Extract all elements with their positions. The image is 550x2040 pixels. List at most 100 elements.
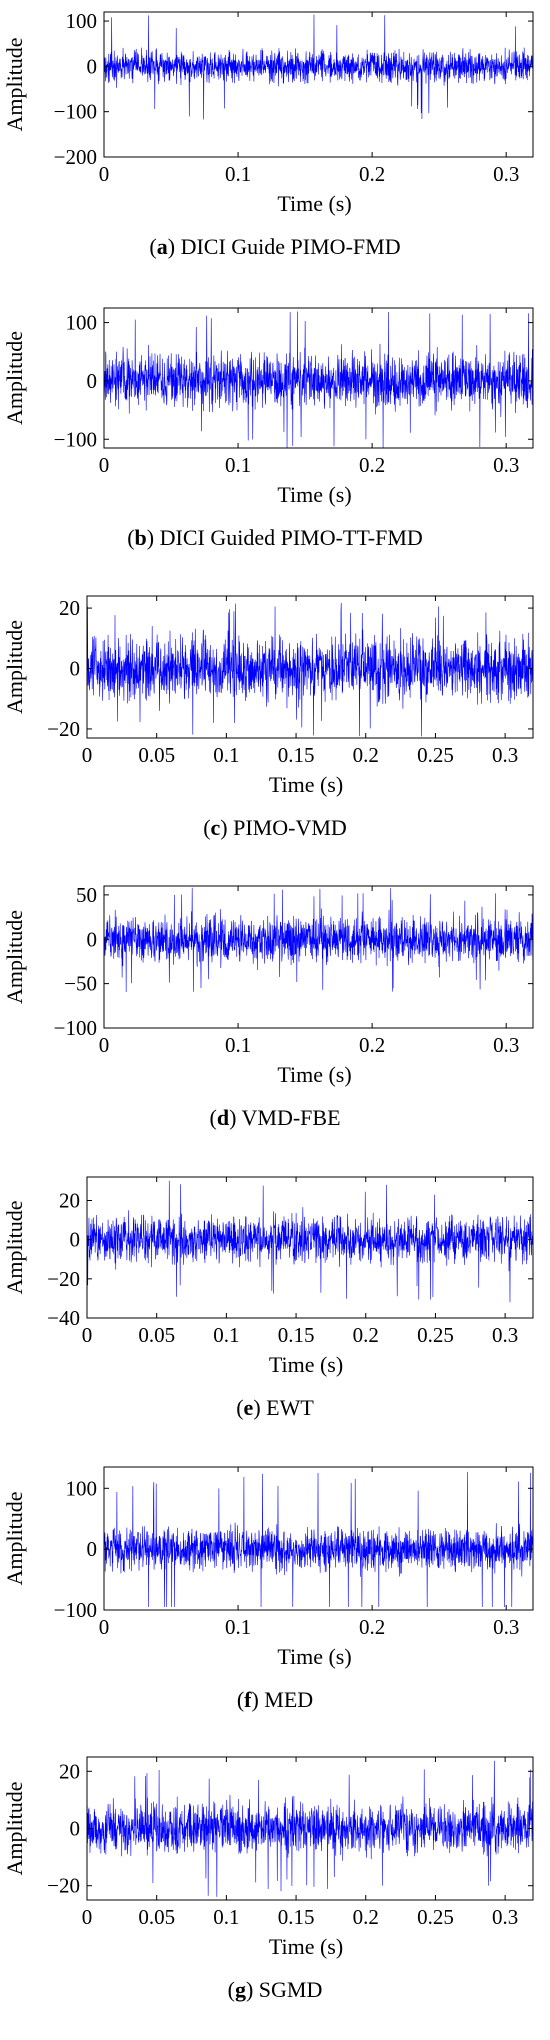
subplot-e: 0 0.05 0.1 0.15 0.2 0.25 0.3 20 0 −20 −40 Time (s) A… (2, 1176, 534, 1420)
plot-frame (103, 11, 534, 158)
subplot-caption: (d) VMD-FBE (209, 1105, 340, 1130)
x-tick-label: 0.1 (213, 1323, 239, 1347)
x-tick-label: 0.15 (278, 743, 315, 767)
y-tick-label: 20 (59, 1759, 80, 1783)
x-tick-label: 0.3 (493, 1033, 519, 1057)
y-tick-label: 0 (87, 369, 98, 393)
x-tick-label: 0.2 (359, 453, 385, 477)
x-tick-label: 0.2 (353, 743, 379, 767)
x-tick-label: 0 (99, 1033, 110, 1057)
subplot-caption: (g) SGMD (228, 1977, 323, 2002)
y-tick-label: −20 (47, 1267, 80, 1291)
y-axis-label: Amplitude (2, 1200, 27, 1294)
y-tick-label: −20 (47, 717, 80, 741)
x-tick-label: 0.2 (359, 1615, 385, 1639)
x-tick-label: 0.3 (492, 1323, 518, 1347)
subplot-caption: (e) EWT (236, 1395, 314, 1420)
y-tick-label: 0 (70, 1817, 81, 1841)
x-tick-label: 0.05 (138, 1323, 175, 1347)
y-tick-label: −200 (54, 145, 97, 169)
y-tick-label: −100 (54, 100, 97, 124)
y-tick-label: 0 (70, 657, 81, 681)
x-tick-label: 0.3 (493, 453, 519, 477)
y-tick-label: −100 (54, 1016, 97, 1040)
y-tick-label: 50 (76, 883, 97, 907)
signal-series (104, 1471, 533, 1607)
subplot-a: 0 0.1 0.2 0.3 100 0 −100 −200 Time (s) Amplitude (… (2, 9, 534, 259)
y-tick-label: −20 (47, 1874, 80, 1898)
x-axis-label: Time (s) (269, 1934, 343, 1959)
y-tick-label: −100 (54, 427, 97, 451)
x-tick-label: 0.25 (417, 743, 454, 767)
x-tick-label: 0 (82, 1905, 93, 1929)
y-tick-label: 100 (66, 9, 98, 33)
x-tick-label: 0.15 (278, 1323, 315, 1347)
x-tick-label: 0.2 (353, 1905, 379, 1929)
plot-frame (86, 595, 534, 739)
y-tick-label: 0 (87, 1537, 98, 1561)
x-tick-label: 0.05 (138, 743, 175, 767)
x-tick-label: 0 (82, 1323, 93, 1347)
x-tick-label: 0.05 (138, 1905, 175, 1929)
subplot-caption: (a) DICI Guide PIMO-FMD (149, 234, 400, 259)
x-tick-label: 0 (99, 162, 110, 186)
x-tick-label: 0.25 (417, 1323, 454, 1347)
signal-series (104, 887, 533, 992)
y-axis-label: Amplitude (2, 1781, 27, 1875)
x-tick-label: 0.3 (493, 162, 519, 186)
y-tick-label: 100 (66, 311, 98, 335)
signal-series (104, 311, 533, 448)
plot-frame (103, 307, 534, 449)
plot-frame (86, 1176, 534, 1319)
plot-frame (103, 885, 534, 1029)
x-axis-label: Time (s) (277, 482, 351, 507)
x-tick-label: 0 (99, 453, 110, 477)
y-axis-label: Amplitude (2, 331, 27, 425)
subplot-caption: (f) MED (237, 1687, 313, 1712)
subplot-d: 0 0.1 0.2 0.3 50 0 −50 −100 Time (s) Amplitude (d)… (2, 883, 534, 1130)
x-tick-label: 0.2 (359, 162, 385, 186)
subplot-caption: (c) PIMO-VMD (203, 815, 347, 840)
y-tick-label: 20 (59, 596, 80, 620)
y-tick-label: 20 (59, 1189, 80, 1213)
x-axis-label: Time (s) (277, 1644, 351, 1669)
y-tick-label: 0 (87, 927, 98, 951)
x-tick-label: 0.2 (359, 1033, 385, 1057)
y-tick-label: 0 (87, 54, 98, 78)
x-tick-label: 0 (82, 743, 93, 767)
y-axis-label: Amplitude (2, 37, 27, 131)
signal-series (87, 1180, 533, 1303)
x-tick-label: 0.15 (278, 1905, 315, 1929)
x-tick-label: 0.2 (353, 1323, 379, 1347)
x-axis-label: Time (s) (269, 772, 343, 797)
y-axis-label: Amplitude (2, 620, 27, 714)
subplot-caption: (b) DICI Guided PIMO-TT-FMD (127, 525, 423, 550)
x-tick-label: 0.3 (493, 1615, 519, 1639)
x-tick-label: 0.1 (225, 1033, 251, 1057)
x-tick-label: 0.1 (213, 1905, 239, 1929)
y-tick-label: −50 (64, 972, 97, 996)
y-axis-label: Amplitude (2, 1491, 27, 1585)
x-tick-label: 0 (99, 1615, 110, 1639)
signal-series (87, 602, 533, 737)
x-axis-label: Time (s) (277, 1062, 351, 1087)
x-tick-label: 0.1 (213, 743, 239, 767)
x-tick-label: 0.1 (225, 1615, 251, 1639)
y-tick-label: −100 (54, 1598, 97, 1622)
x-tick-label: 0.3 (492, 743, 518, 767)
x-tick-label: 0.1 (225, 162, 251, 186)
signal-series (87, 1760, 533, 1897)
y-tick-label: 0 (70, 1228, 81, 1252)
x-tick-label: 0.25 (417, 1905, 454, 1929)
x-tick-label: 0.3 (492, 1905, 518, 1929)
signal-series (104, 14, 533, 120)
x-axis-label: Time (s) (277, 191, 351, 216)
y-tick-label: −40 (47, 1306, 80, 1330)
y-axis-label: Amplitude (2, 910, 27, 1004)
plot-frame (103, 1466, 534, 1611)
x-axis-label: Time (s) (269, 1352, 343, 1377)
